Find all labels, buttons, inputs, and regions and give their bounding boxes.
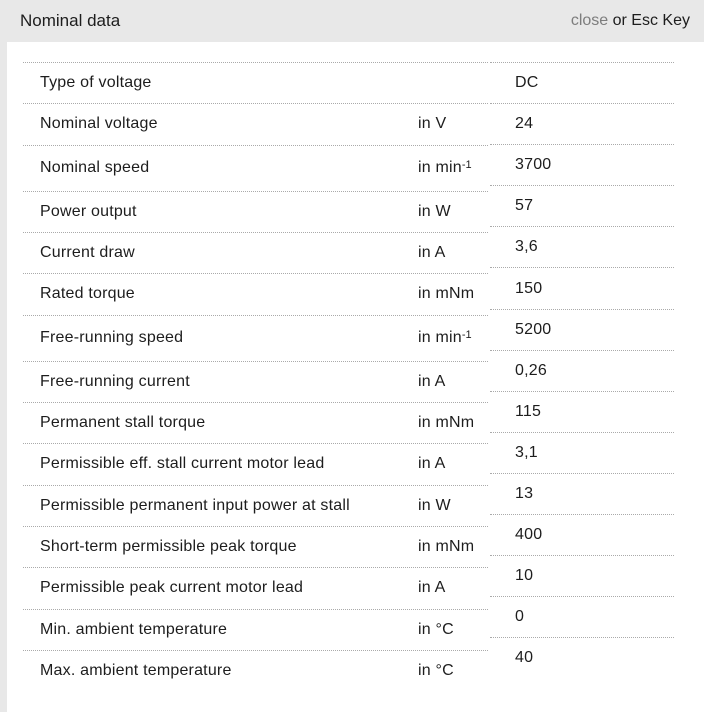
spec-unit: in mNm <box>418 285 475 303</box>
spec-value: 115 <box>515 402 542 420</box>
spec-value-row: 400 <box>490 514 674 555</box>
spec-unit: in W <box>418 496 451 514</box>
spec-label: Rated torque <box>40 285 135 303</box>
spec-unit: in A <box>418 244 446 262</box>
spec-value-row: 3,6 <box>490 226 674 267</box>
spec-value-row: 115 <box>490 390 674 432</box>
spec-label: Nominal speed <box>40 159 150 177</box>
spec-label: Permissible eff. stall current motor lea… <box>40 455 325 473</box>
spec-unit-superscript: -1 <box>461 159 472 172</box>
spec-unit-superscript: -1 <box>461 329 472 342</box>
spec-value-row: 24 <box>490 103 674 144</box>
spec-value-row: 3700 <box>490 144 674 185</box>
spec-label: Permissible permanent input power at sta… <box>40 496 350 514</box>
spec-unit: in min-1 <box>418 159 472 177</box>
spec-value: 5200 <box>515 320 552 338</box>
spec-label: Permanent stall torque <box>40 414 206 432</box>
spec-value: 3,1 <box>515 443 538 461</box>
spec-row: Permissible peak current motor lead in A <box>23 567 488 608</box>
spec-value-row: 150 <box>490 267 674 308</box>
spec-value: 3700 <box>515 156 552 174</box>
spec-value: 13 <box>515 484 534 502</box>
spec-value: 40 <box>515 649 534 667</box>
spec-value-row: 5200 <box>490 308 674 350</box>
spec-label: Power output <box>40 202 137 220</box>
spec-label: Short-term permissible peak torque <box>40 538 297 556</box>
spec-value: 400 <box>515 526 543 544</box>
spec-unit: in mNm <box>418 538 475 556</box>
spec-value: 3,6 <box>515 238 538 256</box>
spec-row: Permissible eff. stall current motor lea… <box>23 443 488 484</box>
spec-row: Current draw in A <box>23 231 488 273</box>
spec-value-row: 0,26 <box>490 349 674 391</box>
spec-label: Min. ambient temperature <box>40 620 228 638</box>
spec-row: Nominal voltage in V <box>23 103 488 144</box>
dialog-content: Type of voltage Nominal voltage in V Nomina… <box>0 42 704 712</box>
close-hint: close or Esc Key <box>571 12 690 30</box>
spec-value: 0,26 <box>515 361 547 379</box>
spec-unit: in A <box>418 579 446 597</box>
spec-label: Max. ambient temperature <box>40 662 232 680</box>
spec-value: 150 <box>515 279 543 297</box>
spec-row: Nominal speed in min-1 <box>23 144 488 191</box>
spec-value: DC <box>515 74 539 92</box>
spec-label: Nominal voltage <box>40 115 158 133</box>
spec-row: Free-running current in A <box>23 360 488 402</box>
spec-label: Free-running speed <box>40 329 184 347</box>
spec-row: Min. ambient temperature in °C <box>23 608 488 650</box>
values-table: DC 24 3700 57 3,6 150 5200 0,26 115 3,1 13 400 10 0 40 <box>490 62 674 678</box>
spec-value-row: 10 <box>490 555 674 596</box>
spec-label: Type of voltage <box>40 74 152 92</box>
spec-row: Rated torque in mNm <box>23 273 488 314</box>
spec-value-row: 3,1 <box>490 431 674 473</box>
page-edge-strip <box>0 42 7 712</box>
spec-row: Type of voltage <box>23 62 488 103</box>
spec-row: Short-term permissible peak torque in mNm <box>23 525 488 567</box>
spec-unit: in A <box>418 372 446 390</box>
spec-label: Current draw <box>40 244 135 262</box>
spec-value: 0 <box>515 608 525 626</box>
spec-row: Free-running speed in min-1 <box>23 314 488 361</box>
spec-value-row: DC <box>490 62 674 103</box>
spec-value-row: 0 <box>490 596 674 637</box>
spec-unit: in min-1 <box>418 329 472 347</box>
dialog-titlebar: Nominal data close or Esc Key <box>0 0 704 42</box>
spec-row: Permissible permanent input power at sta… <box>23 484 488 526</box>
spec-value: 24 <box>515 115 534 133</box>
dialog-title: Nominal data <box>20 11 121 30</box>
close-button[interactable]: close <box>570 12 609 29</box>
spec-unit: in A <box>418 455 446 473</box>
labels-units-table: Type of voltage Nominal voltage in V Nomina… <box>23 62 488 691</box>
spec-unit: in mNm <box>418 414 475 432</box>
spec-value-row: 40 <box>490 637 674 678</box>
spec-value: 57 <box>515 197 534 215</box>
spec-unit: in W <box>418 202 451 220</box>
spec-row: Power output in W <box>23 190 488 232</box>
spec-label: Permissible peak current motor lead <box>40 579 304 597</box>
spec-value-row: 13 <box>490 472 674 514</box>
spec-unit: in V <box>418 115 447 133</box>
spec-unit: in °C <box>418 662 454 680</box>
spec-unit: in °C <box>418 620 454 638</box>
spec-value: 10 <box>515 567 534 585</box>
spec-row: Max. ambient temperature in °C <box>23 649 488 691</box>
spec-label: Free-running current <box>40 372 190 390</box>
close-hint-suffix: or Esc Key <box>608 12 690 29</box>
spec-row: Permanent stall torque in mNm <box>23 401 488 443</box>
spec-value-row: 57 <box>490 185 674 226</box>
